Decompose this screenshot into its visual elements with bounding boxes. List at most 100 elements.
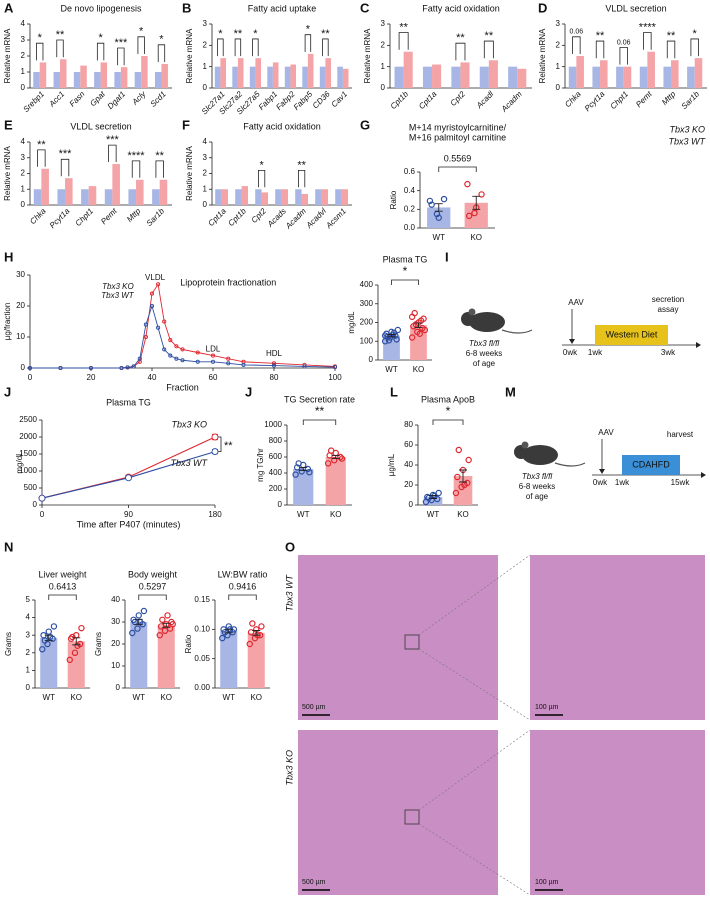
x-tick-label: Mttp (125, 206, 143, 224)
sig-label: * (446, 404, 451, 418)
bar (694, 58, 703, 88)
bar (255, 189, 262, 205)
bar (247, 632, 265, 688)
panel-letter: H (4, 249, 13, 264)
bar (281, 189, 288, 205)
line-marker (226, 356, 231, 361)
x-tick-label: 0 (28, 373, 33, 382)
x-tick-label: WT (297, 510, 310, 519)
sig-bracket (398, 32, 409, 50)
y-tick-label: 2 (203, 169, 208, 178)
x-tick-label: Chka (563, 89, 583, 109)
zoom-box (404, 809, 420, 825)
chart-title: M+16 palmitoyl carnitine (409, 132, 506, 142)
timepoint: 0wk (563, 348, 578, 357)
bar (341, 189, 348, 205)
data-point (169, 621, 176, 628)
data-point (306, 469, 313, 476)
timepoint: 0wk (593, 478, 608, 487)
error-bar (387, 334, 396, 338)
x-tick-label: 0 (40, 510, 45, 519)
diet-box (622, 455, 680, 475)
sig-label: *** (59, 148, 73, 160)
scale-label: 500 µm (302, 879, 326, 886)
series-label: Tbx3 KO (102, 282, 134, 291)
bar (293, 469, 314, 505)
sig-label: * (139, 26, 144, 38)
y-tick-label: 1000 (264, 420, 282, 429)
x-tick-label: WT (385, 365, 398, 374)
sig-label: 0.9416 (229, 581, 257, 591)
bar (639, 66, 648, 88)
bar (295, 189, 302, 205)
data-point (454, 473, 461, 481)
endpoint-label: harvest (667, 430, 694, 439)
tissue (530, 730, 705, 895)
sig-label: 0.5297 (139, 581, 167, 591)
bar (152, 189, 160, 205)
line-marker (241, 362, 246, 367)
region-label: LDL (206, 345, 221, 354)
mouse-head (514, 445, 528, 459)
y-tick-label: 4 (21, 137, 26, 146)
bar (134, 72, 142, 88)
x-tick-label: KO (413, 365, 425, 374)
sig-label: ** (315, 404, 325, 418)
y-tick-label: 1 (556, 62, 561, 71)
zoom-line (418, 823, 531, 896)
data-point (247, 629, 255, 636)
data-point (295, 460, 302, 467)
y-axis-label: Grams (4, 632, 13, 656)
sig-bracket (37, 149, 46, 167)
data-point (50, 623, 58, 630)
data-point (140, 607, 148, 615)
tissue (298, 555, 498, 720)
y-axis-label: Ratio (389, 190, 398, 209)
panel-letter: A (4, 0, 14, 15)
y-tick-label: 3 (21, 35, 26, 44)
y-tick-label: 1 (21, 184, 26, 193)
panel-letter: I (445, 249, 449, 264)
y-tick-label: 300 (360, 299, 374, 308)
data-point (39, 646, 46, 653)
error-bar (331, 454, 340, 460)
error-bar (472, 195, 481, 210)
x-tick-label: KO (457, 510, 469, 519)
y-axis-label: mg/dL (347, 311, 356, 334)
line-marker (302, 364, 307, 369)
y-tick-label: 600 (269, 452, 283, 461)
bar (508, 66, 518, 88)
data-point (425, 494, 432, 502)
bar (337, 66, 343, 88)
data-point (69, 633, 76, 641)
x-tick-label: Cpt1b (389, 89, 411, 111)
y-tick-label: 0 (556, 83, 561, 92)
y-tick-label: 0 (21, 83, 26, 92)
chart-title: Plasma ApoB (421, 394, 475, 404)
y-tick-label: 10 (16, 332, 25, 341)
y-tick-label: 4 (21, 19, 26, 28)
y-tick-label: 3 (381, 19, 386, 28)
sig-label: * (159, 34, 164, 46)
error-bar (252, 630, 261, 636)
mouse-head (461, 312, 475, 326)
line-marker (156, 325, 161, 330)
y-tick-label: 20 (404, 480, 413, 489)
y-tick-label: 1000 (19, 466, 37, 475)
panel-letter: D (538, 0, 547, 15)
chart-title: Fatty acid oxidation (422, 3, 500, 13)
bar (325, 58, 331, 88)
bar (100, 62, 108, 88)
data-point (135, 612, 142, 619)
y-tick-label: 1 (21, 67, 26, 76)
error-bar (44, 634, 53, 641)
y-axis-label: Relative mRNA (3, 146, 12, 201)
line-marker (168, 338, 173, 343)
sig-label: * (693, 28, 698, 40)
data-point (156, 632, 163, 639)
y-tick-label: 0 (381, 83, 386, 92)
x-tick-label: KO (70, 693, 82, 702)
y-tick-label: 3 (26, 630, 31, 639)
line-marker (125, 474, 132, 482)
sig-label: * (253, 28, 258, 40)
